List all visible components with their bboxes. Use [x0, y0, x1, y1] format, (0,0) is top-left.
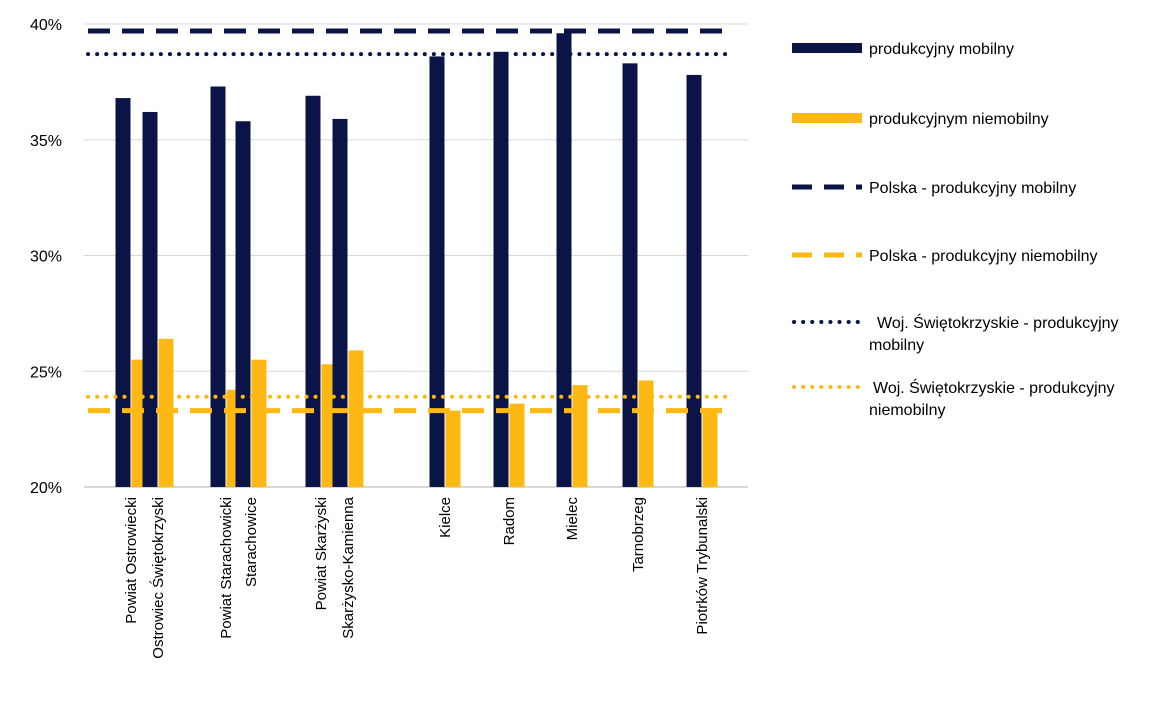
bar-produkcyjny-mobilny: [429, 56, 445, 487]
bar-produkcyjnym-niemobilny: [572, 385, 588, 487]
y-tick-label: 30%: [30, 249, 62, 266]
bar-produkcyjny-mobilny: [686, 74, 702, 488]
bar-produkcyjny-mobilny: [115, 98, 131, 487]
legend-label: niemobilny: [869, 402, 945, 419]
x-category-label: Skarżysko-Kamienna: [340, 496, 357, 638]
bar-produkcyjnym-niemobilny: [348, 350, 364, 487]
y-tick-label: 35%: [30, 133, 62, 150]
bar-produkcyjny-mobilny: [332, 118, 348, 487]
legend-label: Polska - produkcyjny mobilny: [869, 180, 1076, 197]
bar-produkcyjny-mobilny: [556, 33, 572, 487]
y-axis-ticks: 20% 25% 30% 35% 40%: [30, 17, 62, 497]
x-category-label: Powiat Ostrowiecki: [123, 497, 140, 624]
y-tick-label: 40%: [30, 17, 62, 34]
bar-produkcyjnym-niemobilny: [445, 410, 461, 487]
y-tick-label: 20%: [30, 480, 62, 497]
bar-produkcyjny-mobilny: [142, 111, 158, 487]
x-category-label: Piotrków Trybunalski: [694, 497, 711, 635]
y-tick-label: 25%: [30, 364, 62, 381]
legend-label: Polska - produkcyjny niemobilny: [869, 248, 1098, 265]
bar-produkcyjnym-niemobilny: [638, 380, 654, 487]
bar-produkcyjny-mobilny: [622, 63, 638, 487]
legend-label: produkcyjnym niemobilny: [869, 111, 1049, 128]
x-category-label: Powiat Skarżyski: [313, 497, 330, 610]
bar-produkcyjny-mobilny: [493, 51, 509, 487]
reference-lines: [86, 28, 732, 414]
bar-produkcyjnym-niemobilny: [509, 403, 525, 487]
legend-label: produkcyjny mobilny: [869, 41, 1014, 58]
bar-produkcyjnym-niemobilny: [702, 408, 718, 487]
legend-label: mobilny: [869, 337, 924, 354]
x-category-label: Radom: [501, 497, 518, 545]
bar-produkcyjnym-niemobilny: [251, 359, 267, 487]
bar-produkcyjny-mobilny: [210, 86, 226, 487]
x-category-label: Tarnobrzeg: [630, 497, 647, 572]
x-category-label: Kielce: [437, 497, 454, 538]
legend-label: Woj. Świętokrzyskie - produkcyjny: [873, 378, 1115, 397]
legend-label: Woj. Świętokrzyskie - produkcyjny: [877, 313, 1119, 332]
bar-produkcyjny-mobilny: [305, 95, 321, 487]
x-category-label: Starachowice: [243, 497, 260, 587]
legend: produkcyjny mobilny produkcyjnym niemobil…: [792, 41, 1119, 419]
x-axis-labels: Powiat Ostrowiecki Ostrowiec Świętokrzysk…: [123, 496, 711, 658]
x-category-label: Ostrowiec Świętokrzyski: [149, 497, 167, 659]
bars: [115, 33, 718, 488]
x-category-label: Mielec: [564, 497, 581, 541]
x-category-label: Powiat Starachowicki: [218, 497, 235, 639]
bar-produkcyjny-mobilny: [235, 121, 251, 487]
